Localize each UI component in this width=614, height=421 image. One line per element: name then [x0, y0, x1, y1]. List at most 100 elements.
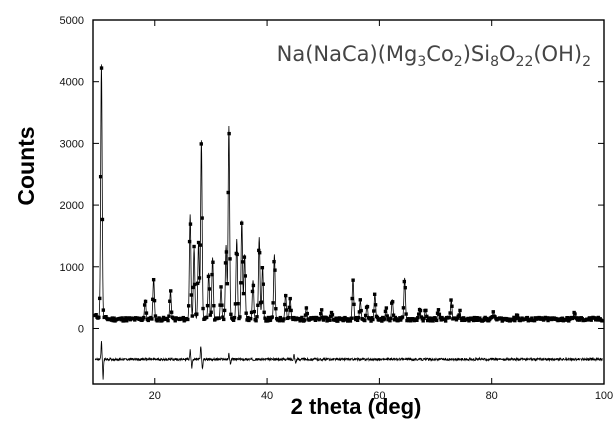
observed-point [424, 308, 428, 313]
observed-point [576, 318, 580, 322]
y-tick-label: 4000 [60, 77, 84, 89]
observed-point [206, 274, 211, 279]
observed-point [357, 310, 362, 314]
observed-point [262, 310, 266, 315]
observed-point [373, 303, 378, 307]
observed-point [205, 303, 210, 308]
x-tick-label: 100 [595, 390, 613, 402]
observed-point [233, 302, 238, 306]
observed-point [600, 319, 604, 323]
observed-point [186, 317, 190, 322]
observed-point [188, 222, 193, 226]
observed-point [434, 318, 439, 323]
formula-text: Co [426, 42, 454, 66]
observed-point [416, 316, 420, 320]
observed-point [330, 313, 335, 317]
observed-point [284, 293, 288, 298]
observed-point [231, 318, 236, 322]
observed-point [222, 308, 227, 313]
observed-point [100, 217, 105, 222]
observed-point [363, 313, 368, 318]
observed-point [286, 315, 291, 320]
x-tick-label: 40 [261, 390, 273, 402]
observed-points [93, 66, 604, 323]
observed-point [397, 318, 401, 322]
observed-point [375, 315, 380, 320]
observed-point [483, 315, 487, 320]
observed-point [243, 274, 247, 278]
observed-point [398, 316, 402, 320]
observed-point [596, 315, 601, 320]
x-tick-label: 20 [149, 390, 161, 402]
observed-point [359, 308, 363, 313]
observed-point [172, 317, 177, 321]
observed-point [191, 285, 195, 290]
observed-point [304, 306, 309, 310]
observed-point [516, 316, 521, 320]
observed-point [573, 312, 577, 316]
observed-point [363, 318, 367, 323]
observed-point [166, 318, 170, 323]
observed-point [198, 243, 203, 247]
observed-point [449, 298, 453, 302]
observed-point [142, 315, 146, 320]
observed-point [388, 319, 392, 323]
observed-point [349, 316, 354, 320]
observed-point [283, 302, 287, 307]
observed-point [560, 316, 565, 320]
observed-point [98, 174, 103, 179]
observed-point [404, 312, 408, 316]
observed-point [242, 255, 247, 259]
observed-point [151, 297, 155, 302]
observed-point [493, 315, 497, 319]
observed-point [260, 266, 265, 270]
observed-point [218, 303, 222, 307]
observed-point [263, 316, 267, 320]
observed-point [112, 316, 116, 320]
difference-curve-line [94, 340, 603, 380]
observed-point [348, 319, 353, 323]
observed-point [405, 318, 409, 323]
observed-point [266, 315, 271, 320]
observed-point [195, 312, 199, 316]
y-tick-label: 3000 [60, 138, 84, 150]
observed-point [287, 305, 292, 310]
observed-point [491, 310, 495, 314]
observed-point [530, 316, 534, 320]
observed-point [341, 318, 345, 323]
observed-point [144, 311, 149, 315]
observed-point [457, 313, 461, 317]
observed-point [168, 299, 172, 303]
observed-point [97, 315, 101, 320]
observed-point [153, 314, 158, 318]
observed-point [576, 316, 581, 320]
observed-point [351, 278, 355, 282]
observed-point [251, 283, 256, 288]
observed-point [209, 310, 213, 314]
observed-point [336, 319, 340, 323]
observed-point [352, 302, 356, 307]
y-tick-label: 5000 [60, 15, 84, 27]
observed-point [181, 315, 185, 320]
observed-point [440, 315, 444, 320]
observed-point [261, 282, 265, 286]
observed-point [403, 286, 407, 290]
observed-point [325, 319, 329, 323]
observed-point [319, 312, 323, 316]
observed-point [420, 317, 424, 321]
observed-point [459, 316, 463, 321]
observed-point [127, 316, 132, 320]
observed-point [288, 296, 292, 301]
observed-point [120, 316, 124, 320]
observed-point [270, 315, 274, 319]
observed-point [515, 313, 520, 318]
observed-point [222, 317, 226, 322]
observed-point [200, 216, 204, 220]
observed-point [365, 304, 370, 309]
x-axis-title: 2 theta (deg) [291, 394, 422, 419]
observed-point [391, 313, 396, 317]
observed-point [500, 319, 504, 323]
observed-point [227, 131, 231, 136]
observed-point [101, 308, 106, 312]
